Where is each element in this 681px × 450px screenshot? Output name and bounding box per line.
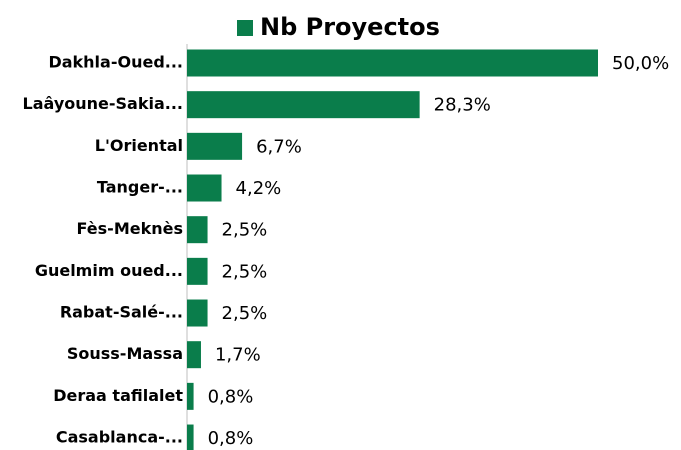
bar bbox=[187, 299, 208, 327]
bar bbox=[187, 174, 222, 202]
bar bbox=[187, 132, 243, 160]
category-label: L'Oriental bbox=[95, 136, 183, 155]
value-label: 0,8% bbox=[208, 428, 254, 449]
value-label: 1,7% bbox=[215, 345, 261, 366]
bar bbox=[187, 91, 420, 119]
category-label: Fès-Meknès bbox=[77, 219, 183, 238]
value-label: 6,7% bbox=[256, 136, 302, 157]
legend-label: Nb Proyectos bbox=[260, 13, 440, 41]
value-label: 28,3% bbox=[434, 95, 491, 116]
category-label: Guelmim oued... bbox=[35, 261, 183, 280]
category-label: Laâyoune-Sakia... bbox=[23, 94, 183, 113]
bar bbox=[187, 341, 201, 369]
value-label: 2,5% bbox=[222, 220, 268, 241]
bar bbox=[187, 424, 194, 450]
category-label: Souss-Massa bbox=[67, 344, 183, 363]
value-label: 50,0% bbox=[612, 53, 669, 74]
category-label: Rabat-Salé-... bbox=[60, 303, 183, 322]
value-label: 2,5% bbox=[222, 261, 268, 282]
value-label: 2,5% bbox=[222, 303, 268, 324]
bar bbox=[187, 49, 598, 77]
category-label: Casablanca-... bbox=[56, 428, 183, 447]
bar bbox=[187, 382, 194, 410]
value-label: 4,2% bbox=[236, 178, 282, 199]
bar bbox=[187, 216, 208, 244]
value-label: 0,8% bbox=[208, 386, 254, 407]
legend-swatch bbox=[237, 20, 253, 36]
bar bbox=[187, 257, 208, 285]
category-label: Tanger-... bbox=[97, 178, 183, 197]
category-label: Dakhla-Oued... bbox=[48, 53, 183, 72]
category-label: Deraa tafilalet bbox=[53, 386, 183, 405]
